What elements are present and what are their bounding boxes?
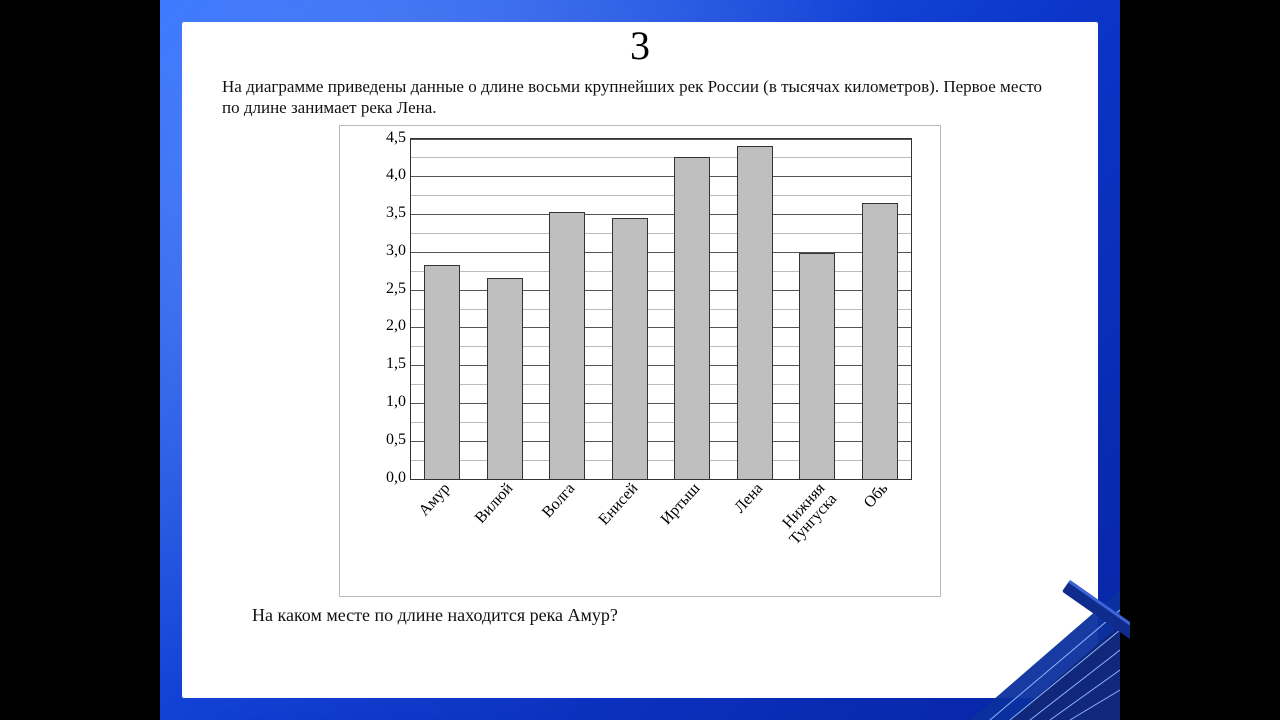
question-text: На каком месте по длине находится река А… <box>252 605 1058 626</box>
bar <box>737 146 773 478</box>
pillarbox: 3 На диаграмме приведены данные о длине … <box>0 0 1280 720</box>
chart-container: 0,0 0,5 1,0 1,5 2,0 2,5 3,0 3,5 4,0 4,5 Амур Вилюй… <box>339 125 941 597</box>
y-tick-label: 4,0 <box>372 166 406 184</box>
bar <box>862 203 898 479</box>
x-tick-label: Волга <box>540 480 579 521</box>
y-tick-label: 1,5 <box>372 355 406 373</box>
y-tick-label: 3,5 <box>372 204 406 222</box>
grid-line-major <box>411 479 911 480</box>
plot-area <box>410 138 912 480</box>
content-panel: 3 На диаграмме приведены данные о длине … <box>182 22 1098 698</box>
bar <box>799 253 835 479</box>
y-tick-label: 0,0 <box>372 469 406 487</box>
bar <box>674 157 710 478</box>
y-tick-label: 1,0 <box>372 393 406 411</box>
x-tick-label: Иртыш <box>659 480 704 527</box>
x-tick-label: Амур <box>417 480 454 519</box>
bars-layer <box>411 139 911 479</box>
x-tick-label: Лена <box>732 480 766 516</box>
y-tick-label: 0,5 <box>372 431 406 449</box>
prompt-text: На диаграмме приведены данные о длине во… <box>222 76 1058 119</box>
x-tick-label: Енисей <box>596 480 641 528</box>
y-tick-label: 4,5 <box>372 129 406 147</box>
slide-number: 3 <box>182 26 1098 66</box>
bar <box>424 265 460 478</box>
y-axis-labels: 0,00,51,01,52,02,53,03,54,04,5 <box>372 138 406 478</box>
slide-frame: 3 На диаграмме приведены данные о длине … <box>160 0 1120 720</box>
y-tick-label: 2,5 <box>372 280 406 298</box>
bar <box>612 218 648 479</box>
bar <box>549 212 585 479</box>
bar <box>487 278 523 478</box>
x-tick-label: Нижняя Тунгуска <box>775 480 840 547</box>
x-axis-labels: Амур Вилюй Волга Енисей Иртыш Лена Нижняя Тунг… <box>410 482 910 592</box>
x-tick-label: Вилюй <box>472 480 516 526</box>
y-tick-label: 3,0 <box>372 242 406 260</box>
y-tick-label: 2,0 <box>372 317 406 335</box>
x-tick-label: Обь <box>861 480 891 511</box>
